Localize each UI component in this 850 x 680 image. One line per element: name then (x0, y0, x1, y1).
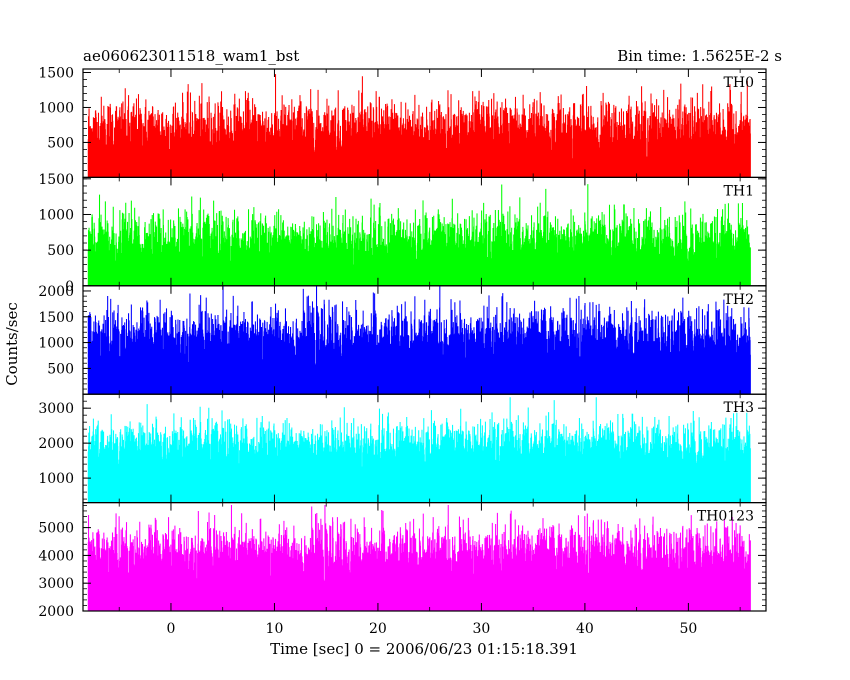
y-tick-label: 3000 (38, 576, 74, 592)
series-th1 (87, 184, 751, 286)
x-tick-label: 0 (167, 621, 176, 637)
panel-label: TH0 (724, 75, 754, 91)
series-th0123 (87, 504, 751, 612)
panel-label: TH0123 (697, 509, 754, 525)
y-tick-label: 500 (47, 243, 74, 259)
x-axis-label: Time [sec] 0 = 2006/06/23 01:15:18.391 (270, 640, 578, 658)
y-tick-label: 500 (47, 361, 74, 377)
panel-th2: 500 1000 1500 2000 TH2 (38, 284, 767, 395)
x-tick-label: 50 (679, 621, 697, 637)
y-tick-label: 1000 (38, 207, 74, 223)
x-tick-label: 40 (576, 621, 594, 637)
bin-time-label: Bin time: 1.5625E-2 s (617, 47, 782, 65)
series-th3 (87, 397, 751, 503)
y-tick-label: 1000 (38, 100, 74, 116)
y-tick-label: 0 (65, 279, 74, 295)
series-th0 (87, 74, 751, 178)
panel-th0123: 2000 3000 4000 5000 TH0123 (38, 502, 767, 620)
y-tick-label: 3000 (38, 401, 74, 417)
y-tick-label: 1500 (38, 310, 74, 326)
y-tick-label: 5000 (38, 521, 74, 537)
series-th2 (87, 285, 751, 395)
y-tick-label: 2000 (38, 284, 74, 300)
panel-th1: 0 500 1000 1500 TH1 (38, 172, 767, 295)
panels: 500 1000 1500 TH0 0 500 1000 1500 TH1 500 1000 1500… (38, 65, 767, 620)
x-tick-label: 20 (369, 621, 387, 637)
panel-th0: 500 1000 1500 TH0 (38, 65, 767, 179)
panel-label: TH3 (724, 400, 754, 416)
panel-th3: 1000 2000 3000 TH3 (38, 393, 767, 504)
x-tick-label: 10 (266, 621, 284, 637)
y-tick-label: 2000 (38, 436, 74, 452)
y-tick-label: 2000 (38, 604, 74, 620)
panel-label: TH2 (724, 292, 754, 308)
y-tick-label: 1500 (38, 172, 74, 188)
panel-frame (82, 502, 767, 612)
y-axis-label: Counts/sec (3, 302, 21, 386)
y-tick-label: 500 (47, 135, 74, 151)
y-tick-label: 1000 (38, 336, 74, 352)
y-tick-label: 1000 (38, 471, 74, 487)
chart-title: ae060623011518_wam1_bst (83, 47, 299, 65)
y-tick-label: 4000 (38, 548, 74, 564)
x-tick-label: 30 (473, 621, 491, 637)
panel-label: TH1 (724, 183, 754, 199)
x-axis: 0 10 20 30 40 50 (167, 621, 698, 637)
y-tick-label: 1500 (38, 65, 74, 81)
